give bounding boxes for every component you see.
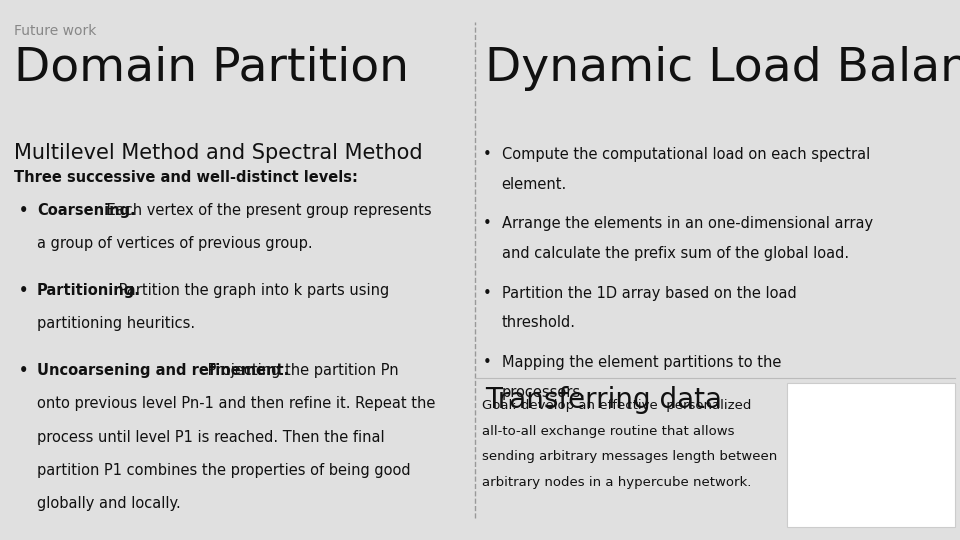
Text: •: • (482, 217, 492, 232)
Text: sending arbitrary messages length between: sending arbitrary messages length betwee… (482, 450, 777, 463)
Text: Future work: Future work (14, 24, 97, 38)
Text: Partitioning.: Partitioning. (36, 283, 141, 298)
Text: partitioning heuritics.: partitioning heuritics. (36, 316, 195, 332)
Text: partition P1 combines the properties of being good: partition P1 combines the properties of … (36, 463, 411, 478)
Text: process until level P1 is reached. Then the final: process until level P1 is reached. Then … (36, 430, 385, 445)
Text: •: • (482, 147, 492, 162)
Text: threshold.: threshold. (501, 315, 576, 330)
Text: Compute the computational load on each spectral: Compute the computational load on each s… (501, 147, 870, 162)
Text: onto previous level Pn-1 and then refine it. Repeat the: onto previous level Pn-1 and then refine… (36, 396, 435, 411)
Text: arbitrary nodes in a hypercube network.: arbitrary nodes in a hypercube network. (482, 476, 751, 489)
Text: all-to-all exchange routine that allows: all-to-all exchange routine that allows (482, 424, 734, 437)
Text: and calculate the prefix sum of the global load.: and calculate the prefix sum of the glob… (501, 246, 849, 261)
Text: Multilevel Method and Spectral Method: Multilevel Method and Spectral Method (14, 143, 423, 163)
Text: •: • (482, 286, 492, 301)
Text: Three successive and well-distinct levels:: Three successive and well-distinct level… (14, 170, 358, 185)
Text: Domain Partition: Domain Partition (14, 46, 409, 91)
Text: Arrange the elements in an one-dimensional array: Arrange the elements in an one-dimension… (501, 217, 873, 232)
Text: Partition the graph into k parts using: Partition the graph into k parts using (114, 283, 389, 298)
Text: Coarsening.: Coarsening. (36, 203, 135, 218)
Text: Goal: develop an effective  personalized: Goal: develop an effective personalized (482, 399, 751, 412)
Text: •: • (482, 355, 492, 370)
Text: Partition the 1D array based on the load: Partition the 1D array based on the load (501, 286, 797, 301)
Text: processors.: processors. (501, 384, 586, 400)
Text: Projecting the partition Pn: Projecting the partition Pn (203, 363, 398, 378)
Text: •: • (19, 203, 28, 218)
Text: Uncoarsening and refinement.: Uncoarsening and refinement. (36, 363, 289, 378)
Text: element.: element. (501, 177, 566, 192)
Text: Mapping the element partitions to the: Mapping the element partitions to the (501, 355, 781, 370)
Text: a group of vertices of previous group.: a group of vertices of previous group. (36, 237, 313, 252)
Text: •: • (19, 283, 28, 298)
Text: Dynamic Load Balancing: Dynamic Load Balancing (485, 46, 960, 91)
Text: Each vertex of the present group represents: Each vertex of the present group represe… (102, 203, 432, 218)
Text: Transferring data: Transferring data (485, 386, 722, 414)
Text: •: • (19, 363, 28, 378)
Text: globally and locally.: globally and locally. (36, 496, 180, 511)
